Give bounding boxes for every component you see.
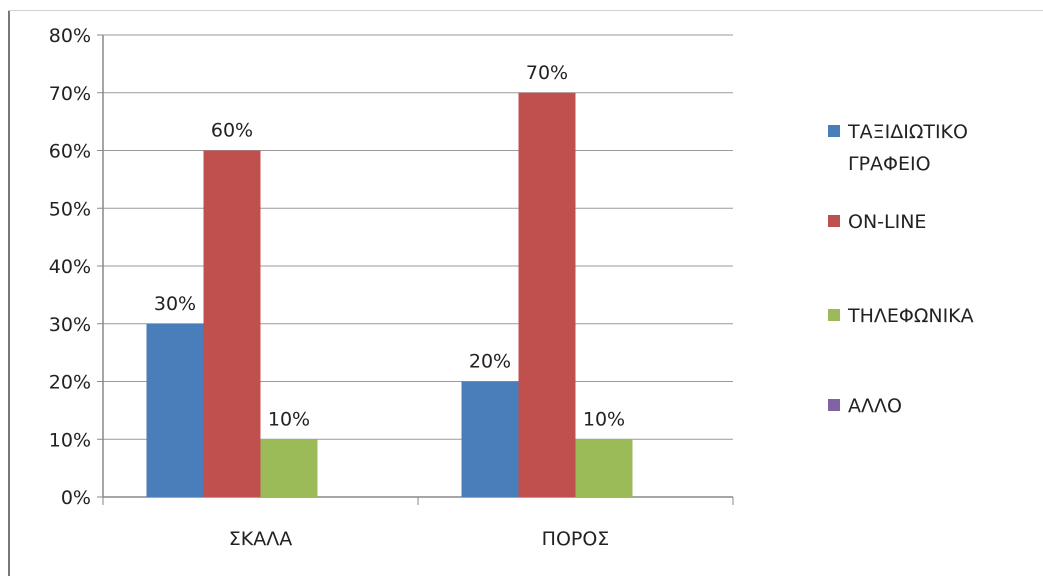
x-tick-label: ΠΟΡΟΣ	[542, 528, 610, 550]
y-tick-label: 50%	[49, 198, 91, 220]
legend-swatch	[828, 215, 840, 227]
bar	[518, 92, 576, 497]
y-tick-label: 70%	[49, 83, 91, 105]
legend-item: ΑΛΛΟ	[828, 395, 902, 417]
y-tick-label: 60%	[49, 141, 91, 163]
y-tick-label: 10%	[49, 429, 91, 451]
bar	[146, 323, 204, 497]
legend-item: ΤΗΛΕΦΩΝΙΚΑ	[828, 305, 974, 327]
frame-border-top	[8, 10, 1043, 11]
legend-label: ΤΑΞΙΔΙΩΤΙΚΟ	[847, 121, 968, 143]
axes: 0% 10% 20% 30% 40% 50% 60% 70% 80% ΣΚΑΛΑ ΠΟΡΟΣ	[49, 25, 734, 550]
data-label: 70%	[526, 62, 568, 84]
legend-item: ON-LINE	[828, 211, 926, 233]
legend-item: ΤΑΞΙΔΙΩΤΙΚΟ ΓΡΑΦΕΙΟ	[828, 121, 968, 175]
legend-swatch	[828, 309, 840, 321]
x-tick-label: ΣΚΑΛΑ	[229, 528, 292, 550]
legend-label: ΤΗΛΕΦΩΝΙΚΑ	[847, 305, 974, 327]
legend-label: ΑΛΛΟ	[848, 395, 902, 417]
data-label: 30%	[154, 293, 196, 315]
data-label: 20%	[469, 351, 511, 373]
legend-label: ΓΡΑΦΕΙΟ	[848, 153, 931, 175]
data-label: 10%	[268, 408, 310, 430]
y-tick-label: 0%	[61, 487, 91, 509]
data-labels: 30% 60% 10% 20% 70% 10%	[154, 62, 625, 431]
data-label: 10%	[583, 408, 625, 430]
bars	[146, 92, 633, 497]
legend-label: ON-LINE	[848, 211, 926, 233]
legend: ΤΑΞΙΔΙΩΤΙΚΟ ΓΡΑΦΕΙΟ ON-LINE ΤΗΛΕΦΩΝΙΚΑ ΑΛΛΟ	[828, 121, 974, 417]
y-tick-label: 20%	[49, 372, 91, 394]
bar	[575, 439, 633, 497]
y-tick-label: 40%	[49, 256, 91, 278]
y-tick-label: 80%	[49, 25, 91, 47]
legend-swatch	[828, 399, 840, 411]
y-tick-label: 30%	[49, 314, 91, 336]
data-label: 60%	[211, 120, 253, 142]
legend-swatch	[828, 125, 840, 137]
bar	[461, 381, 519, 497]
bar	[260, 439, 318, 497]
bar	[203, 150, 261, 497]
frame-border-left	[8, 10, 10, 576]
